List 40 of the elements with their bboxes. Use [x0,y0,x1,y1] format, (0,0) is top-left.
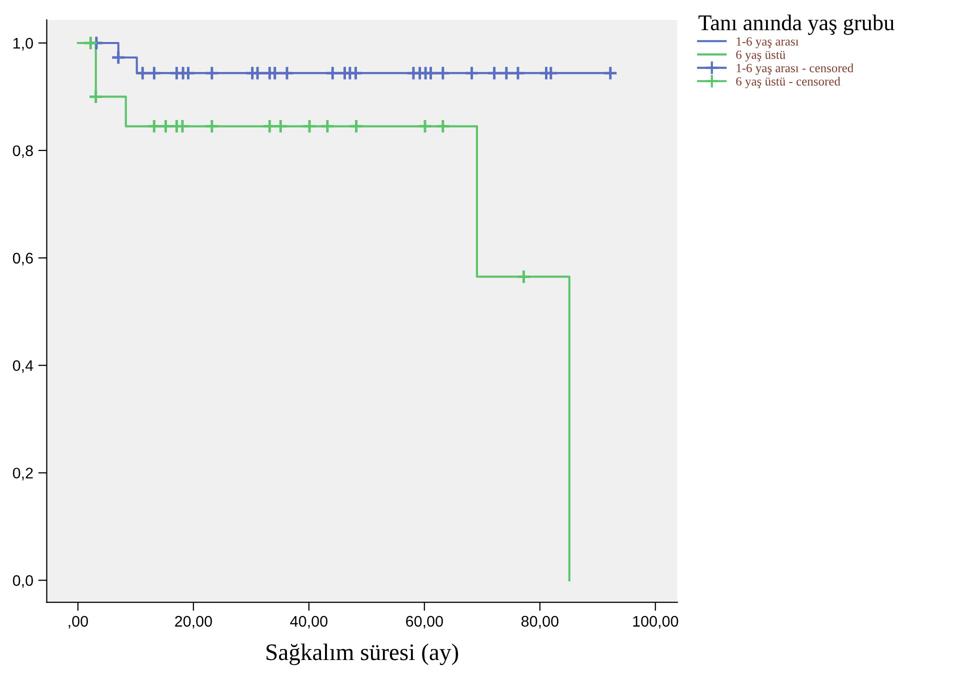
y-tick-label: 0,6 [12,252,33,266]
point [279,66,294,81]
x-tick-label: 40,00 [290,616,328,629]
x-tick-label: 80,00 [521,616,558,629]
point [348,118,364,134]
point [464,66,480,81]
x-tick-label: ,00 [68,616,88,629]
point [110,50,126,66]
point [516,269,532,284]
point [302,118,317,134]
point [83,35,98,50]
x-tick-label: 20,00 [175,616,212,629]
point [88,89,104,104]
legend-title: Tanı anında yaş grubu [698,14,894,35]
y-tick-label: 0,0 [12,575,33,588]
x-tick-label: 60,00 [406,616,443,629]
point [510,66,526,81]
point [486,66,502,81]
point [435,66,450,81]
y-tick-label: 0,8 [12,145,33,158]
x-axis-title: Sağkalım süresi (ay) [266,644,458,666]
legend-label: 1-6 yaş arası [736,37,799,48]
point [543,66,558,81]
legend-label: 6 yaş üstü - censored [736,76,840,88]
y-tick-label: 1,0 [13,38,33,50]
point [435,118,450,134]
point [320,118,335,134]
point [204,118,220,134]
point [325,66,340,81]
y-tick-label: 0,2 [12,468,33,480]
point [135,66,150,81]
legend-label: 6 yaş üstü [736,50,786,62]
y-tick-label: 0,4 [12,360,34,373]
legend-label: 1-6 yaş arası - censored [736,63,854,75]
point [498,66,514,81]
point [204,66,220,81]
point [602,66,618,81]
x-tick-label: 100,00 [633,616,678,629]
point [417,118,432,134]
point [146,66,162,81]
